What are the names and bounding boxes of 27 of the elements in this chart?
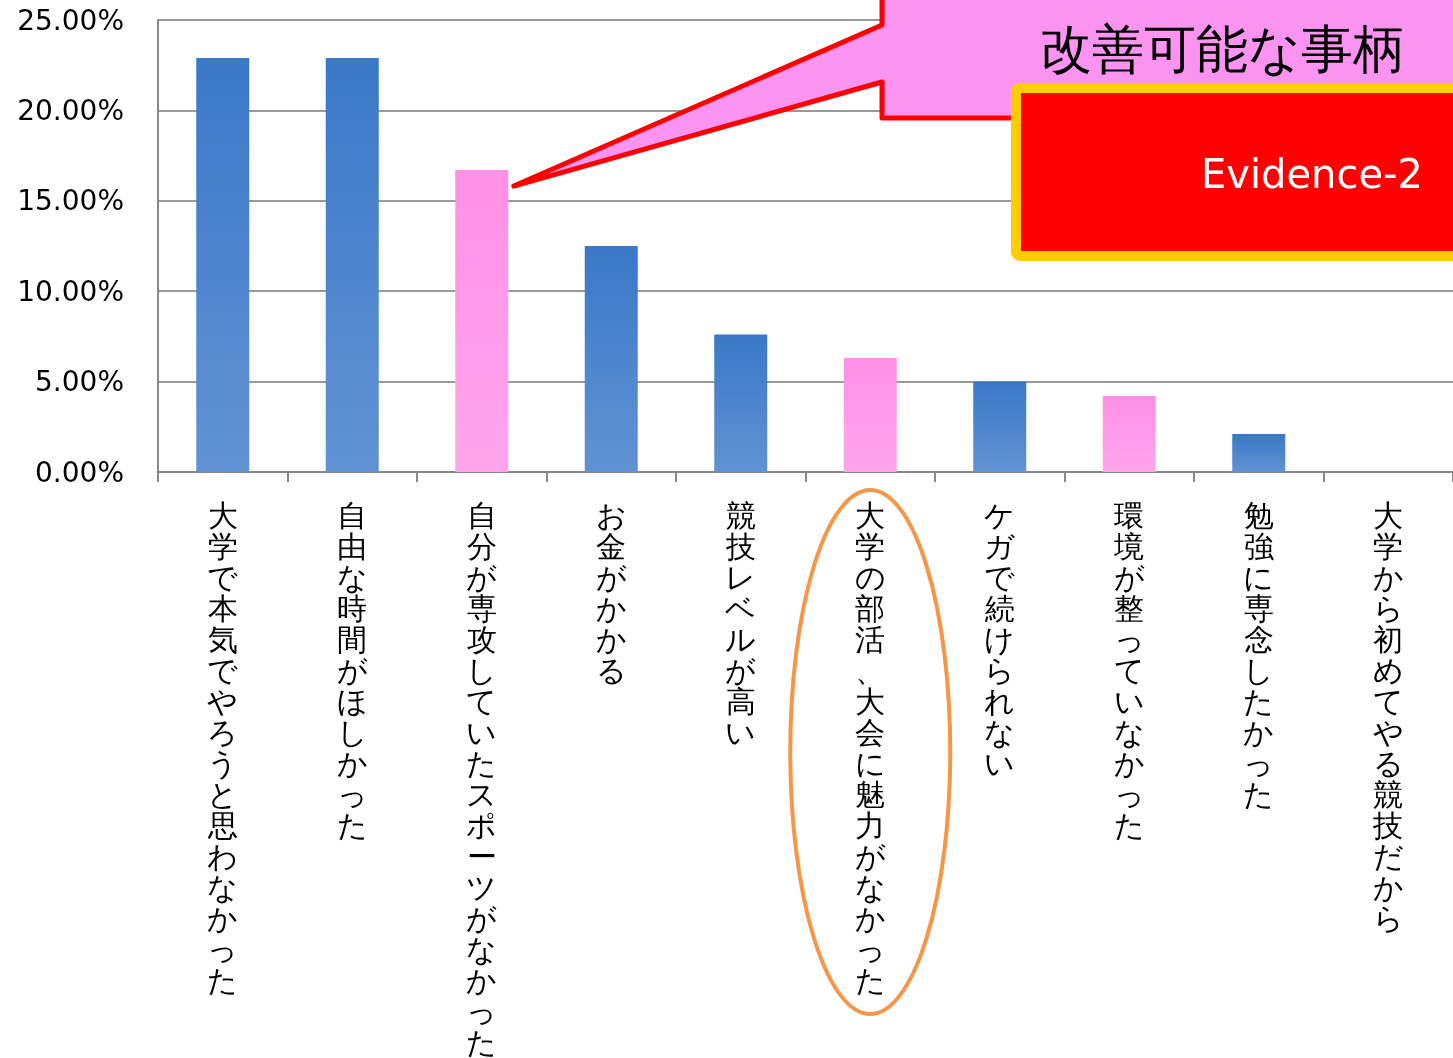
category-label: 勉強に専念したかった [1243,498,1275,812]
bar [1232,434,1286,472]
category-label: ケガで続けられない [984,498,1016,781]
y-tick-label: 0.00% [35,455,124,489]
category-label: 自分が専攻していたスポーツがなかった [466,498,498,1058]
bar [973,381,1027,472]
category-label: 大学で本気でやろうと思わなかった [207,498,239,998]
y-tick-label: 20.00% [17,93,124,127]
y-tick-label: 25.00% [17,3,124,37]
annotation: Evidence-2 [1201,151,1423,197]
y-tick-label: 5.00% [35,365,124,399]
bar [325,57,379,472]
x-tick-label: お金がかかる [595,498,627,688]
bar [714,334,768,472]
bar [1102,396,1156,472]
bar [843,358,897,472]
x-tick-label: 競技レベルが高い [724,498,757,750]
y-tick-label: 15.00% [17,184,124,218]
bar [584,246,638,472]
bar [196,57,250,472]
category-label: 大学から初めてやる競技だから [1372,498,1404,936]
annotation: 改善可能な事柄 [1040,19,1405,79]
category-label: 環境が整っていなかった [1113,498,1145,843]
category-label: 自由な時間がほしかった [336,498,368,843]
bar [455,170,509,472]
y-tick-label: 10.00% [17,274,124,308]
category-label: 大学の部活、大会に魅力がなかった [854,498,886,998]
